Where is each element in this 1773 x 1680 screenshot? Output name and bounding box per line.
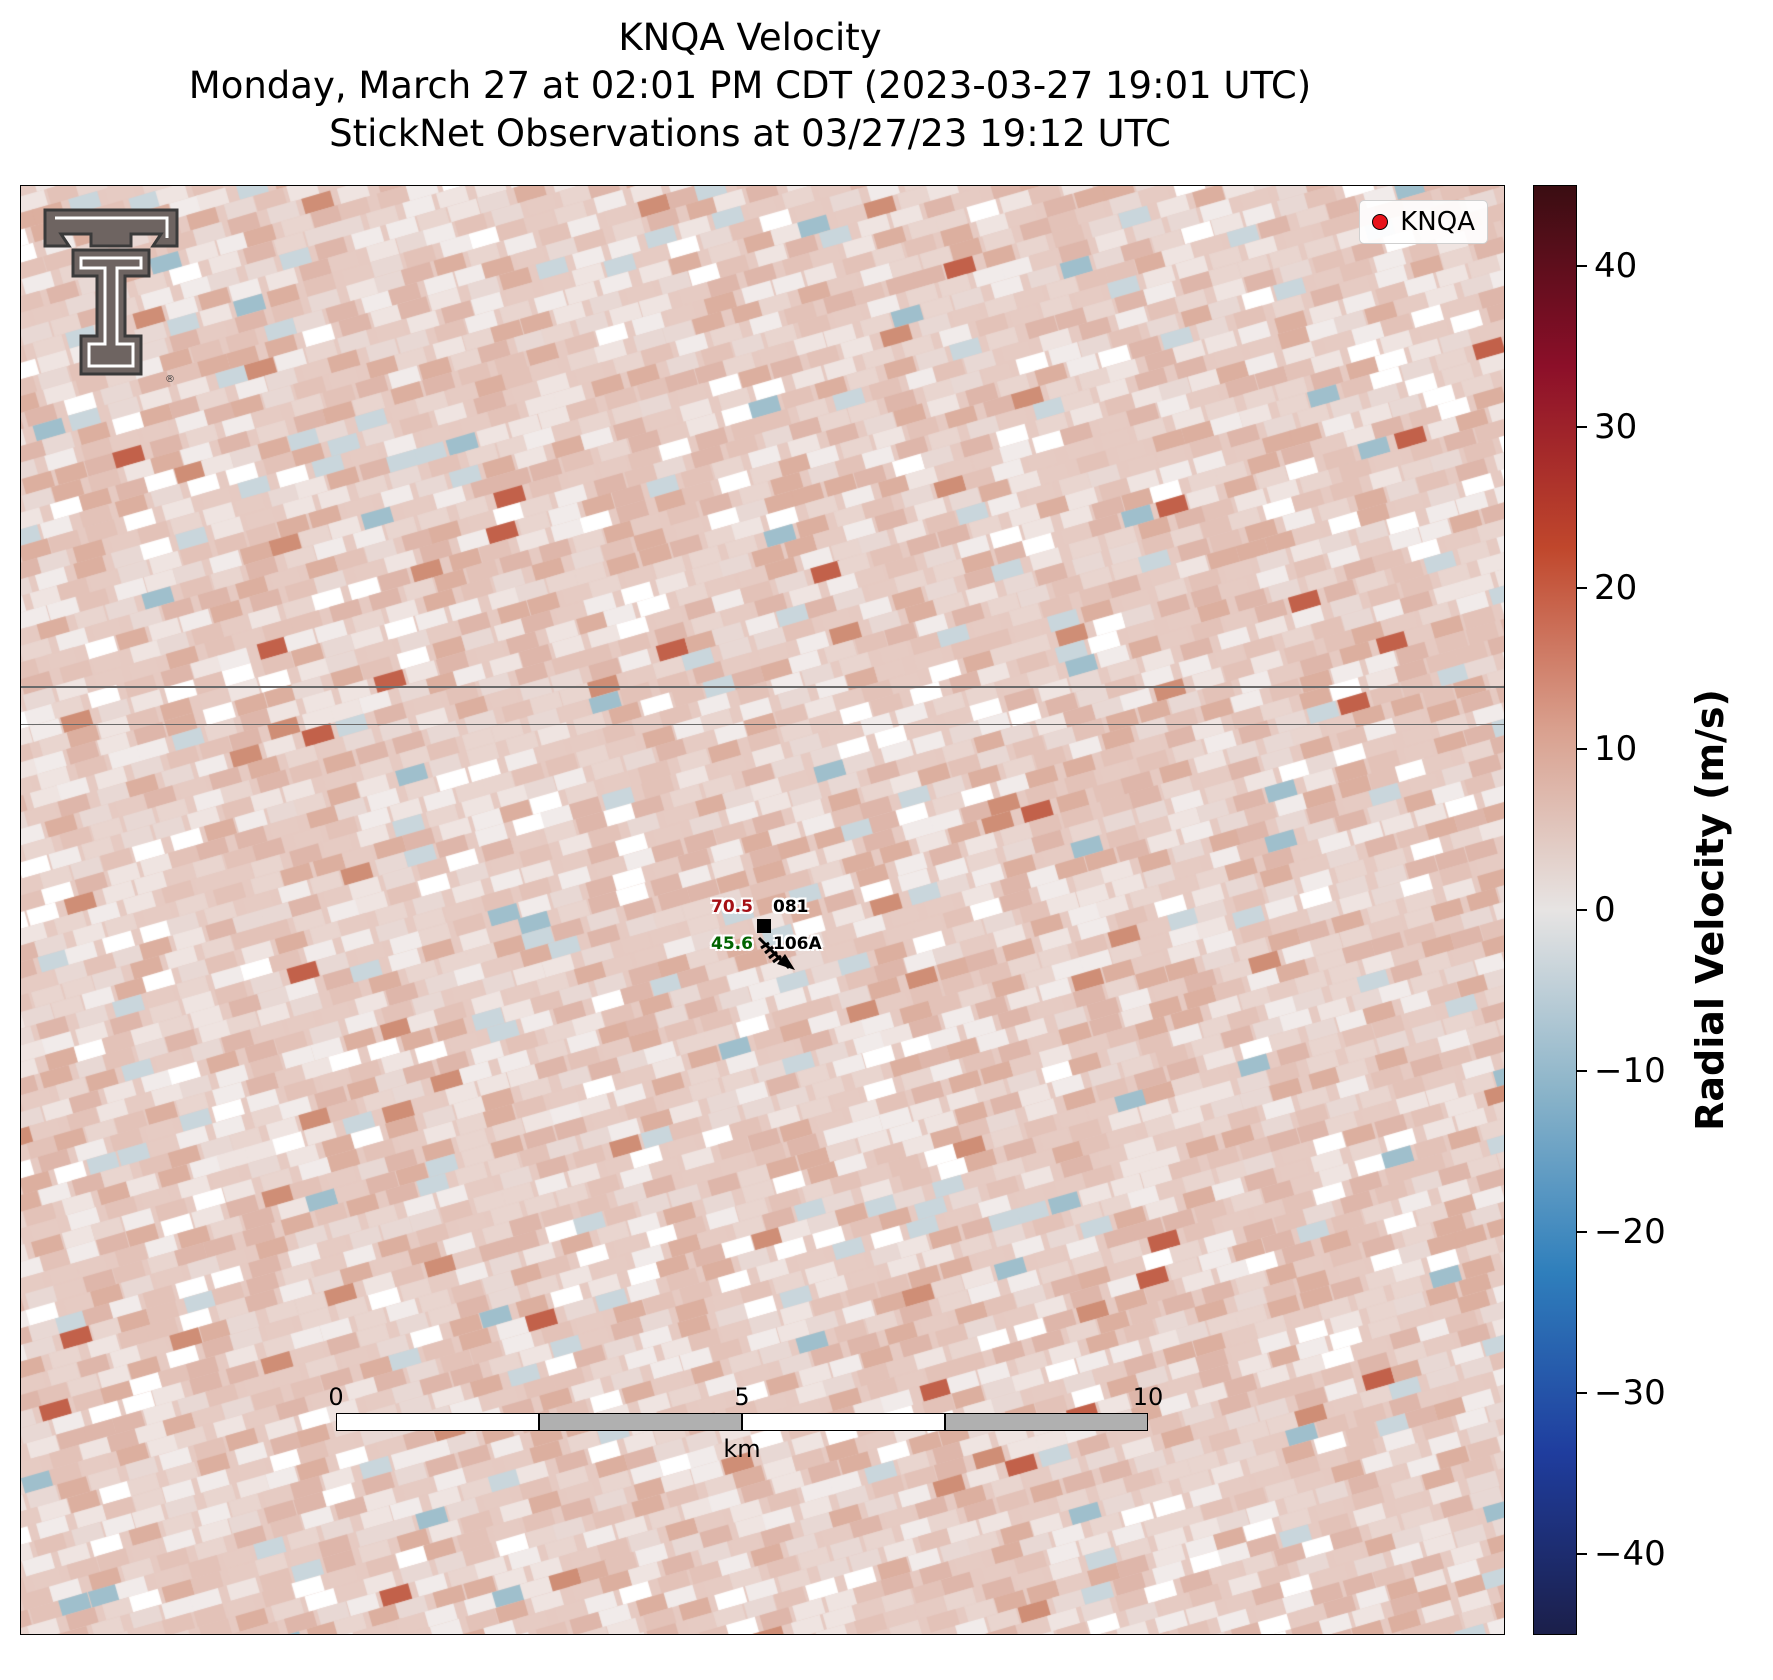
colorbar-tick-label: 40	[1594, 245, 1638, 286]
texas-tech-logo: ®	[41, 206, 181, 390]
scale-segment	[742, 1413, 945, 1431]
colorbar-tick-label: −40	[1594, 1534, 1666, 1575]
svg-text:®: ®	[165, 374, 175, 385]
colorbar-label: Radial Velocity (m/s)	[1688, 689, 1732, 1131]
station-106a-id: 106A	[773, 934, 822, 954]
colorbar-tick-mark	[1577, 586, 1587, 589]
chart-subtitle-obs: StickNet Observations at 03/27/23 19:12 …	[329, 112, 1171, 155]
scale-unit: km	[723, 1435, 761, 1463]
scale-tick-0: 0	[328, 1383, 344, 1411]
colorbar-tick-mark	[1577, 1231, 1587, 1234]
radar-map[interactable]: ® KNQA 70.5 081 45.6 106A	[20, 185, 1505, 1635]
colorbar-tick-mark	[1577, 1553, 1587, 1556]
scale-tick-5: 5	[734, 1383, 750, 1411]
scale-bar: 0 5 10 km	[328, 1383, 1163, 1463]
county-boundary-line-2	[21, 724, 1504, 725]
colorbar-tick-mark	[1577, 1392, 1587, 1395]
chart-title: KNQA Velocity	[618, 16, 882, 59]
station-marker-icon[interactable]	[757, 919, 771, 933]
colorbar-tick-mark	[1577, 264, 1587, 267]
chart-subtitle-time: Monday, March 27 at 02:01 PM CDT (2023-0…	[188, 64, 1312, 107]
colorbar-tick-mark	[1577, 747, 1587, 750]
colorbar-tick-mark	[1577, 1070, 1587, 1073]
colorbar-tick-label: 0	[1594, 890, 1616, 930]
scale-segment	[336, 1413, 539, 1431]
station-081-value: 70.5	[711, 897, 753, 917]
station-106a-value: 45.6	[711, 934, 753, 954]
colorbar	[1533, 185, 1577, 1635]
colorbar-tick-mark	[1577, 425, 1587, 428]
colorbar-tick-label: 10	[1594, 728, 1638, 769]
colorbar-tick-mark	[1577, 909, 1587, 911]
county-boundary-line	[21, 686, 1504, 688]
colorbar-tick-label: −20	[1594, 1212, 1666, 1253]
scale-tick-10: 10	[1132, 1383, 1164, 1411]
colorbar-tick-label: 30	[1594, 406, 1638, 447]
radar-velocity-field	[21, 186, 1504, 1634]
map-legend: KNQA	[1359, 200, 1488, 244]
scale-segment	[945, 1413, 1148, 1431]
colorbar-tick-label: 20	[1594, 567, 1638, 608]
station-081-id: 081	[773, 897, 809, 917]
radar-site-marker-icon	[1372, 214, 1389, 230]
colorbar-tick-label: −10	[1594, 1051, 1666, 1092]
wind-barb-icon	[757, 936, 795, 970]
colorbar-tick-label: −30	[1594, 1373, 1666, 1414]
double-t-logo-icon: ®	[43, 208, 179, 385]
legend-label: KNQA	[1400, 207, 1475, 237]
scale-segment	[539, 1413, 742, 1431]
